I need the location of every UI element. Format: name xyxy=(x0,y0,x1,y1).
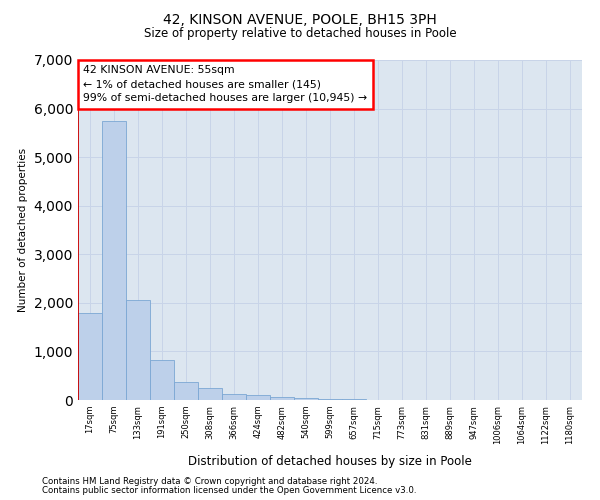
Text: 42 KINSON AVENUE: 55sqm
← 1% of detached houses are smaller (145)
99% of semi-de: 42 KINSON AVENUE: 55sqm ← 1% of detached… xyxy=(83,65,367,103)
Bar xyxy=(222,394,246,400)
Bar xyxy=(198,388,222,400)
Bar xyxy=(318,398,342,400)
Text: Contains HM Land Registry data © Crown copyright and database right 2024.: Contains HM Land Registry data © Crown c… xyxy=(42,477,377,486)
Bar xyxy=(102,120,126,400)
Y-axis label: Number of detached properties: Number of detached properties xyxy=(18,148,28,312)
Text: 42, KINSON AVENUE, POOLE, BH15 3PH: 42, KINSON AVENUE, POOLE, BH15 3PH xyxy=(163,12,437,26)
Bar xyxy=(294,398,318,400)
Bar xyxy=(246,395,270,400)
Bar xyxy=(270,397,294,400)
Bar xyxy=(78,312,102,400)
Bar xyxy=(174,382,198,400)
X-axis label: Distribution of detached houses by size in Poole: Distribution of detached houses by size … xyxy=(188,455,472,468)
Bar xyxy=(150,360,174,400)
Text: Contains public sector information licensed under the Open Government Licence v3: Contains public sector information licen… xyxy=(42,486,416,495)
Bar xyxy=(126,300,150,400)
Text: Size of property relative to detached houses in Poole: Size of property relative to detached ho… xyxy=(143,28,457,40)
